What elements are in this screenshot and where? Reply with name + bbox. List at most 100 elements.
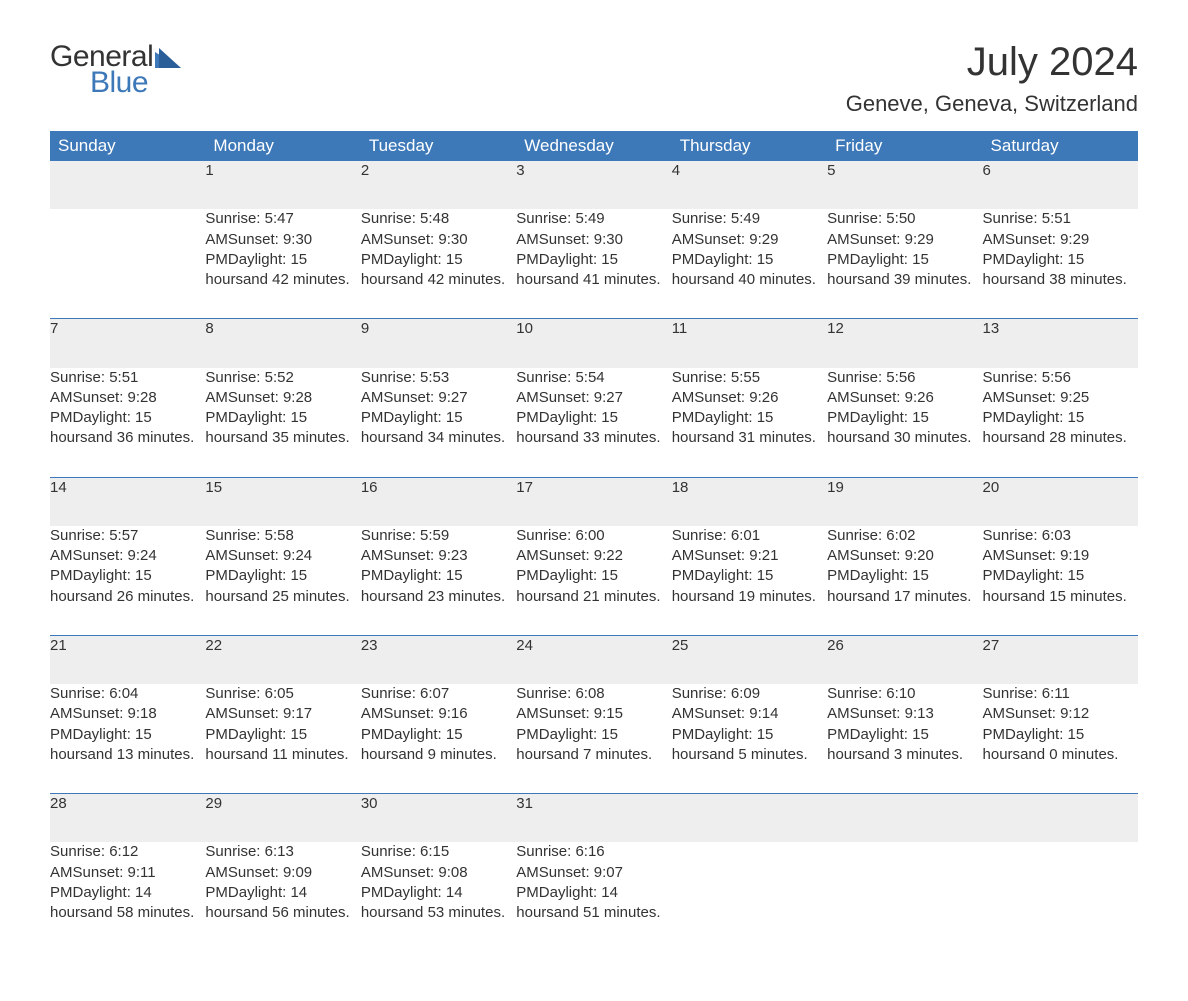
day-cell: Sunrise: 6:07 AMSunset: 9:16 PMDaylight:… [361, 684, 516, 794]
daylight-line2: and 13 minutes. [88, 746, 195, 763]
week-content-row: Sunrise: 5:47 AMSunset: 9:30 PMDaylight:… [50, 209, 1138, 319]
day-header: Monday [205, 131, 360, 161]
day-cell: Sunrise: 5:56 AMSunset: 9:26 PMDaylight:… [827, 368, 982, 478]
day-number-cell: 24 [516, 635, 671, 684]
week-content-row: Sunrise: 6:12 AMSunset: 9:11 PMDaylight:… [50, 842, 1138, 951]
day-number-cell: 13 [983, 319, 1138, 368]
day-number-cell: 14 [50, 477, 205, 526]
daylight-line2: and 58 minutes. [88, 904, 195, 921]
day-number-cell: 31 [516, 794, 671, 843]
daylight-line2: and 53 minutes. [398, 904, 505, 921]
day-cell: Sunrise: 5:49 AMSunset: 9:30 PMDaylight:… [516, 209, 671, 319]
daylight-line2: and 35 minutes. [243, 429, 350, 446]
day-cell: Sunrise: 6:01 AMSunset: 9:21 PMDaylight:… [672, 526, 827, 636]
day-cell: Sunrise: 5:56 AMSunset: 9:25 PMDaylight:… [983, 368, 1138, 478]
daylight-line2: and 56 minutes. [243, 904, 350, 921]
daylight-line2: and 0 minutes. [1020, 746, 1118, 763]
day-header: Friday [827, 131, 982, 161]
day-number-cell: 25 [672, 635, 827, 684]
day-number-cell: 26 [827, 635, 982, 684]
week-content-row: Sunrise: 5:57 AMSunset: 9:24 PMDaylight:… [50, 526, 1138, 636]
day-cell: Sunrise: 6:16 AMSunset: 9:07 PMDaylight:… [516, 842, 671, 951]
week-daynum-row: 21222324252627 [50, 635, 1138, 684]
brand-logo: General Blue [50, 40, 181, 100]
daylight-line2: and 5 minutes. [709, 746, 807, 763]
page: General Blue July 2024 Geneve, Geneva, S… [0, 0, 1188, 1001]
day-number-cell: 15 [205, 477, 360, 526]
daylight-line2: and 21 minutes. [554, 588, 661, 605]
daylight-line2: and 42 minutes. [243, 271, 350, 288]
day-number-cell: 23 [361, 635, 516, 684]
day-cell: Sunrise: 5:49 AMSunset: 9:29 PMDaylight:… [672, 209, 827, 319]
day-cell [827, 842, 982, 951]
day-number-cell: 4 [672, 161, 827, 209]
brand-word2: Blue [90, 66, 148, 100]
day-number-cell: 3 [516, 161, 671, 209]
day-cell [983, 842, 1138, 951]
day-number-cell: 27 [983, 635, 1138, 684]
day-number-cell: 16 [361, 477, 516, 526]
day-number-cell: 9 [361, 319, 516, 368]
daylight-line2: and 31 minutes. [709, 429, 816, 446]
week-daynum-row: 78910111213 [50, 319, 1138, 368]
daylight-line2: and 40 minutes. [709, 271, 816, 288]
day-cell: Sunrise: 6:15 AMSunset: 9:08 PMDaylight:… [361, 842, 516, 951]
day-number-cell: 18 [672, 477, 827, 526]
day-number-cell: 29 [205, 794, 360, 843]
day-number-cell [50, 161, 205, 209]
daylight-line2: and 17 minutes. [865, 588, 972, 605]
day-cell: Sunrise: 6:09 AMSunset: 9:14 PMDaylight:… [672, 684, 827, 794]
day-number-cell: 1 [205, 161, 360, 209]
day-cell: Sunrise: 6:02 AMSunset: 9:20 PMDaylight:… [827, 526, 982, 636]
daylight-line2: and 25 minutes. [243, 588, 350, 605]
day-cell: Sunrise: 5:48 AMSunset: 9:30 PMDaylight:… [361, 209, 516, 319]
daylight-line2: and 7 minutes. [554, 746, 652, 763]
daylight-line2: and 26 minutes. [88, 588, 195, 605]
day-header: Wednesday [516, 131, 671, 161]
day-cell: Sunrise: 6:04 AMSunset: 9:18 PMDaylight:… [50, 684, 205, 794]
day-number-cell: 11 [672, 319, 827, 368]
header: General Blue July 2024 Geneve, Geneva, S… [50, 40, 1138, 117]
day-number-cell: 22 [205, 635, 360, 684]
day-cell: Sunrise: 5:59 AMSunset: 9:23 PMDaylight:… [361, 526, 516, 636]
title-block: July 2024 Geneve, Geneva, Switzerland [846, 40, 1138, 117]
brand-flag-icon [155, 48, 181, 68]
day-number-cell: 17 [516, 477, 671, 526]
day-cell [50, 209, 205, 319]
day-header: Thursday [672, 131, 827, 161]
day-number-cell [827, 794, 982, 843]
day-cell: Sunrise: 5:55 AMSunset: 9:26 PMDaylight:… [672, 368, 827, 478]
day-number-cell: 21 [50, 635, 205, 684]
day-header-row: Sunday Monday Tuesday Wednesday Thursday… [50, 131, 1138, 161]
daylight-line2: and 34 minutes. [398, 429, 505, 446]
calendar-table: Sunday Monday Tuesday Wednesday Thursday… [50, 131, 1138, 951]
daylight-line2: and 33 minutes. [554, 429, 661, 446]
day-cell: Sunrise: 5:53 AMSunset: 9:27 PMDaylight:… [361, 368, 516, 478]
day-header: Sunday [50, 131, 205, 161]
day-cell: Sunrise: 6:12 AMSunset: 9:11 PMDaylight:… [50, 842, 205, 951]
day-cell: Sunrise: 6:10 AMSunset: 9:13 PMDaylight:… [827, 684, 982, 794]
day-cell: Sunrise: 5:52 AMSunset: 9:28 PMDaylight:… [205, 368, 360, 478]
day-header: Tuesday [361, 131, 516, 161]
daylight-line2: and 38 minutes. [1020, 271, 1127, 288]
daylight-line2: and 51 minutes. [554, 904, 661, 921]
day-number-cell: 12 [827, 319, 982, 368]
week-daynum-row: 28293031 [50, 794, 1138, 843]
day-number-cell: 30 [361, 794, 516, 843]
daylight-line2: and 15 minutes. [1020, 588, 1127, 605]
daylight-line2: and 3 minutes. [865, 746, 963, 763]
week-content-row: Sunrise: 5:51 AMSunset: 9:28 PMDaylight:… [50, 368, 1138, 478]
day-number-cell: 10 [516, 319, 671, 368]
day-cell: Sunrise: 5:50 AMSunset: 9:29 PMDaylight:… [827, 209, 982, 319]
day-number-cell [672, 794, 827, 843]
day-number-cell: 8 [205, 319, 360, 368]
daylight-line2: and 11 minutes. [243, 746, 349, 763]
daylight-line2: and 19 minutes. [709, 588, 816, 605]
day-number-cell: 28 [50, 794, 205, 843]
week-content-row: Sunrise: 6:04 AMSunset: 9:18 PMDaylight:… [50, 684, 1138, 794]
day-number-cell [983, 794, 1138, 843]
day-cell: Sunrise: 6:11 AMSunset: 9:12 PMDaylight:… [983, 684, 1138, 794]
week-daynum-row: 123456 [50, 161, 1138, 209]
day-number-cell: 7 [50, 319, 205, 368]
day-cell: Sunrise: 6:05 AMSunset: 9:17 PMDaylight:… [205, 684, 360, 794]
